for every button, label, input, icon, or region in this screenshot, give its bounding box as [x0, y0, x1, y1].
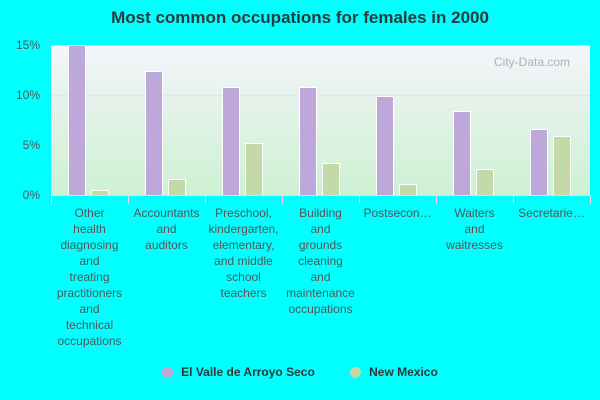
x-category-label: Postsecon…: [363, 206, 432, 220]
bar[interactable]: [68, 45, 86, 195]
plot-area: City-Data.com: [51, 45, 590, 195]
x-category-label: Other health diagnosing and treating pra…: [56, 206, 123, 348]
x-category-label: Secretarie…: [518, 206, 585, 220]
y-tick-label: 0%: [22, 188, 40, 202]
legend-item-new-mexico[interactable]: New Mexico: [350, 365, 438, 379]
y-tick-label: 15%: [15, 38, 40, 52]
legend-dot-icon: [350, 366, 362, 378]
bar[interactable]: [222, 87, 240, 195]
x-tick: [359, 195, 360, 204]
x-tick: [590, 195, 591, 204]
bar[interactable]: [245, 143, 263, 195]
gridline: [51, 45, 590, 46]
bar[interactable]: [299, 87, 317, 195]
x-tick: [436, 195, 437, 204]
x-tick: [128, 195, 129, 204]
bar[interactable]: [322, 163, 340, 195]
bar[interactable]: [376, 96, 394, 195]
bar[interactable]: [453, 111, 471, 195]
bar[interactable]: [91, 190, 109, 195]
bar[interactable]: [553, 136, 571, 195]
bar[interactable]: [168, 179, 186, 195]
x-tick: [51, 195, 52, 204]
y-tick-label: 10%: [15, 88, 40, 102]
bar[interactable]: [530, 129, 548, 195]
legend: El Valle de Arroyo Seco New Mexico: [0, 365, 600, 381]
gridline: [51, 95, 590, 96]
x-tick: [282, 195, 283, 204]
legend-item-el-valle[interactable]: El Valle de Arroyo Seco: [162, 365, 315, 379]
gridline: [51, 145, 590, 146]
legend-dot-icon: [162, 366, 174, 378]
watermark: City-Data.com: [493, 55, 570, 69]
bar[interactable]: [476, 169, 494, 195]
x-category-label: Waiters and waitresses: [446, 206, 503, 252]
bar[interactable]: [145, 71, 163, 195]
x-tick: [513, 195, 514, 204]
y-tick-label: 5%: [22, 138, 40, 152]
x-tick: [205, 195, 206, 204]
x-category-label: Preschool, kindergarten, elementary, and…: [208, 206, 279, 300]
x-category-label: Building and grounds cleaning and mainte…: [286, 206, 355, 316]
bar[interactable]: [399, 184, 417, 195]
x-axis: [51, 195, 590, 196]
chart-title: Most common occupations for females in 2…: [111, 8, 489, 27]
x-category-label: Accountants and auditors: [133, 206, 200, 252]
